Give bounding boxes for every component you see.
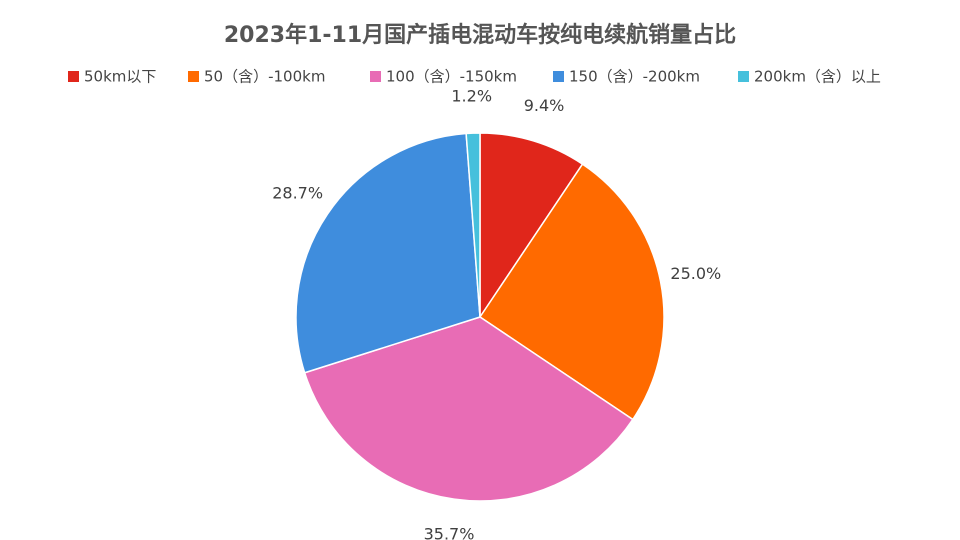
chart-title: 2023年1-11月国产插电混动车按纯电续航销量占比	[224, 22, 736, 48]
data-label: 1.2%	[451, 87, 492, 106]
legend-label: 150（含）-200km	[569, 68, 700, 86]
legend-swatch	[188, 71, 199, 82]
pie-slice	[479, 132, 584, 320]
pie-slice	[295, 132, 481, 374]
legend-swatch	[68, 71, 79, 82]
pie-slice	[478, 163, 665, 421]
data-label: 25.0%	[670, 264, 721, 283]
data-label: 9.4%	[524, 96, 565, 115]
pie-slice	[465, 132, 481, 318]
legend-label: 50（含）-100km	[204, 68, 325, 86]
legend-swatch	[553, 71, 564, 82]
legend-label: 100（含）-150km	[386, 68, 517, 86]
pie-slice	[303, 316, 634, 502]
data-label: 28.7%	[272, 183, 323, 202]
legend-swatch	[738, 71, 749, 82]
legend-swatch	[370, 71, 381, 82]
legend-label: 200km（含）以上	[754, 68, 881, 86]
legend-label: 50km以下	[84, 68, 156, 86]
data-label: 35.7%	[424, 524, 475, 540]
